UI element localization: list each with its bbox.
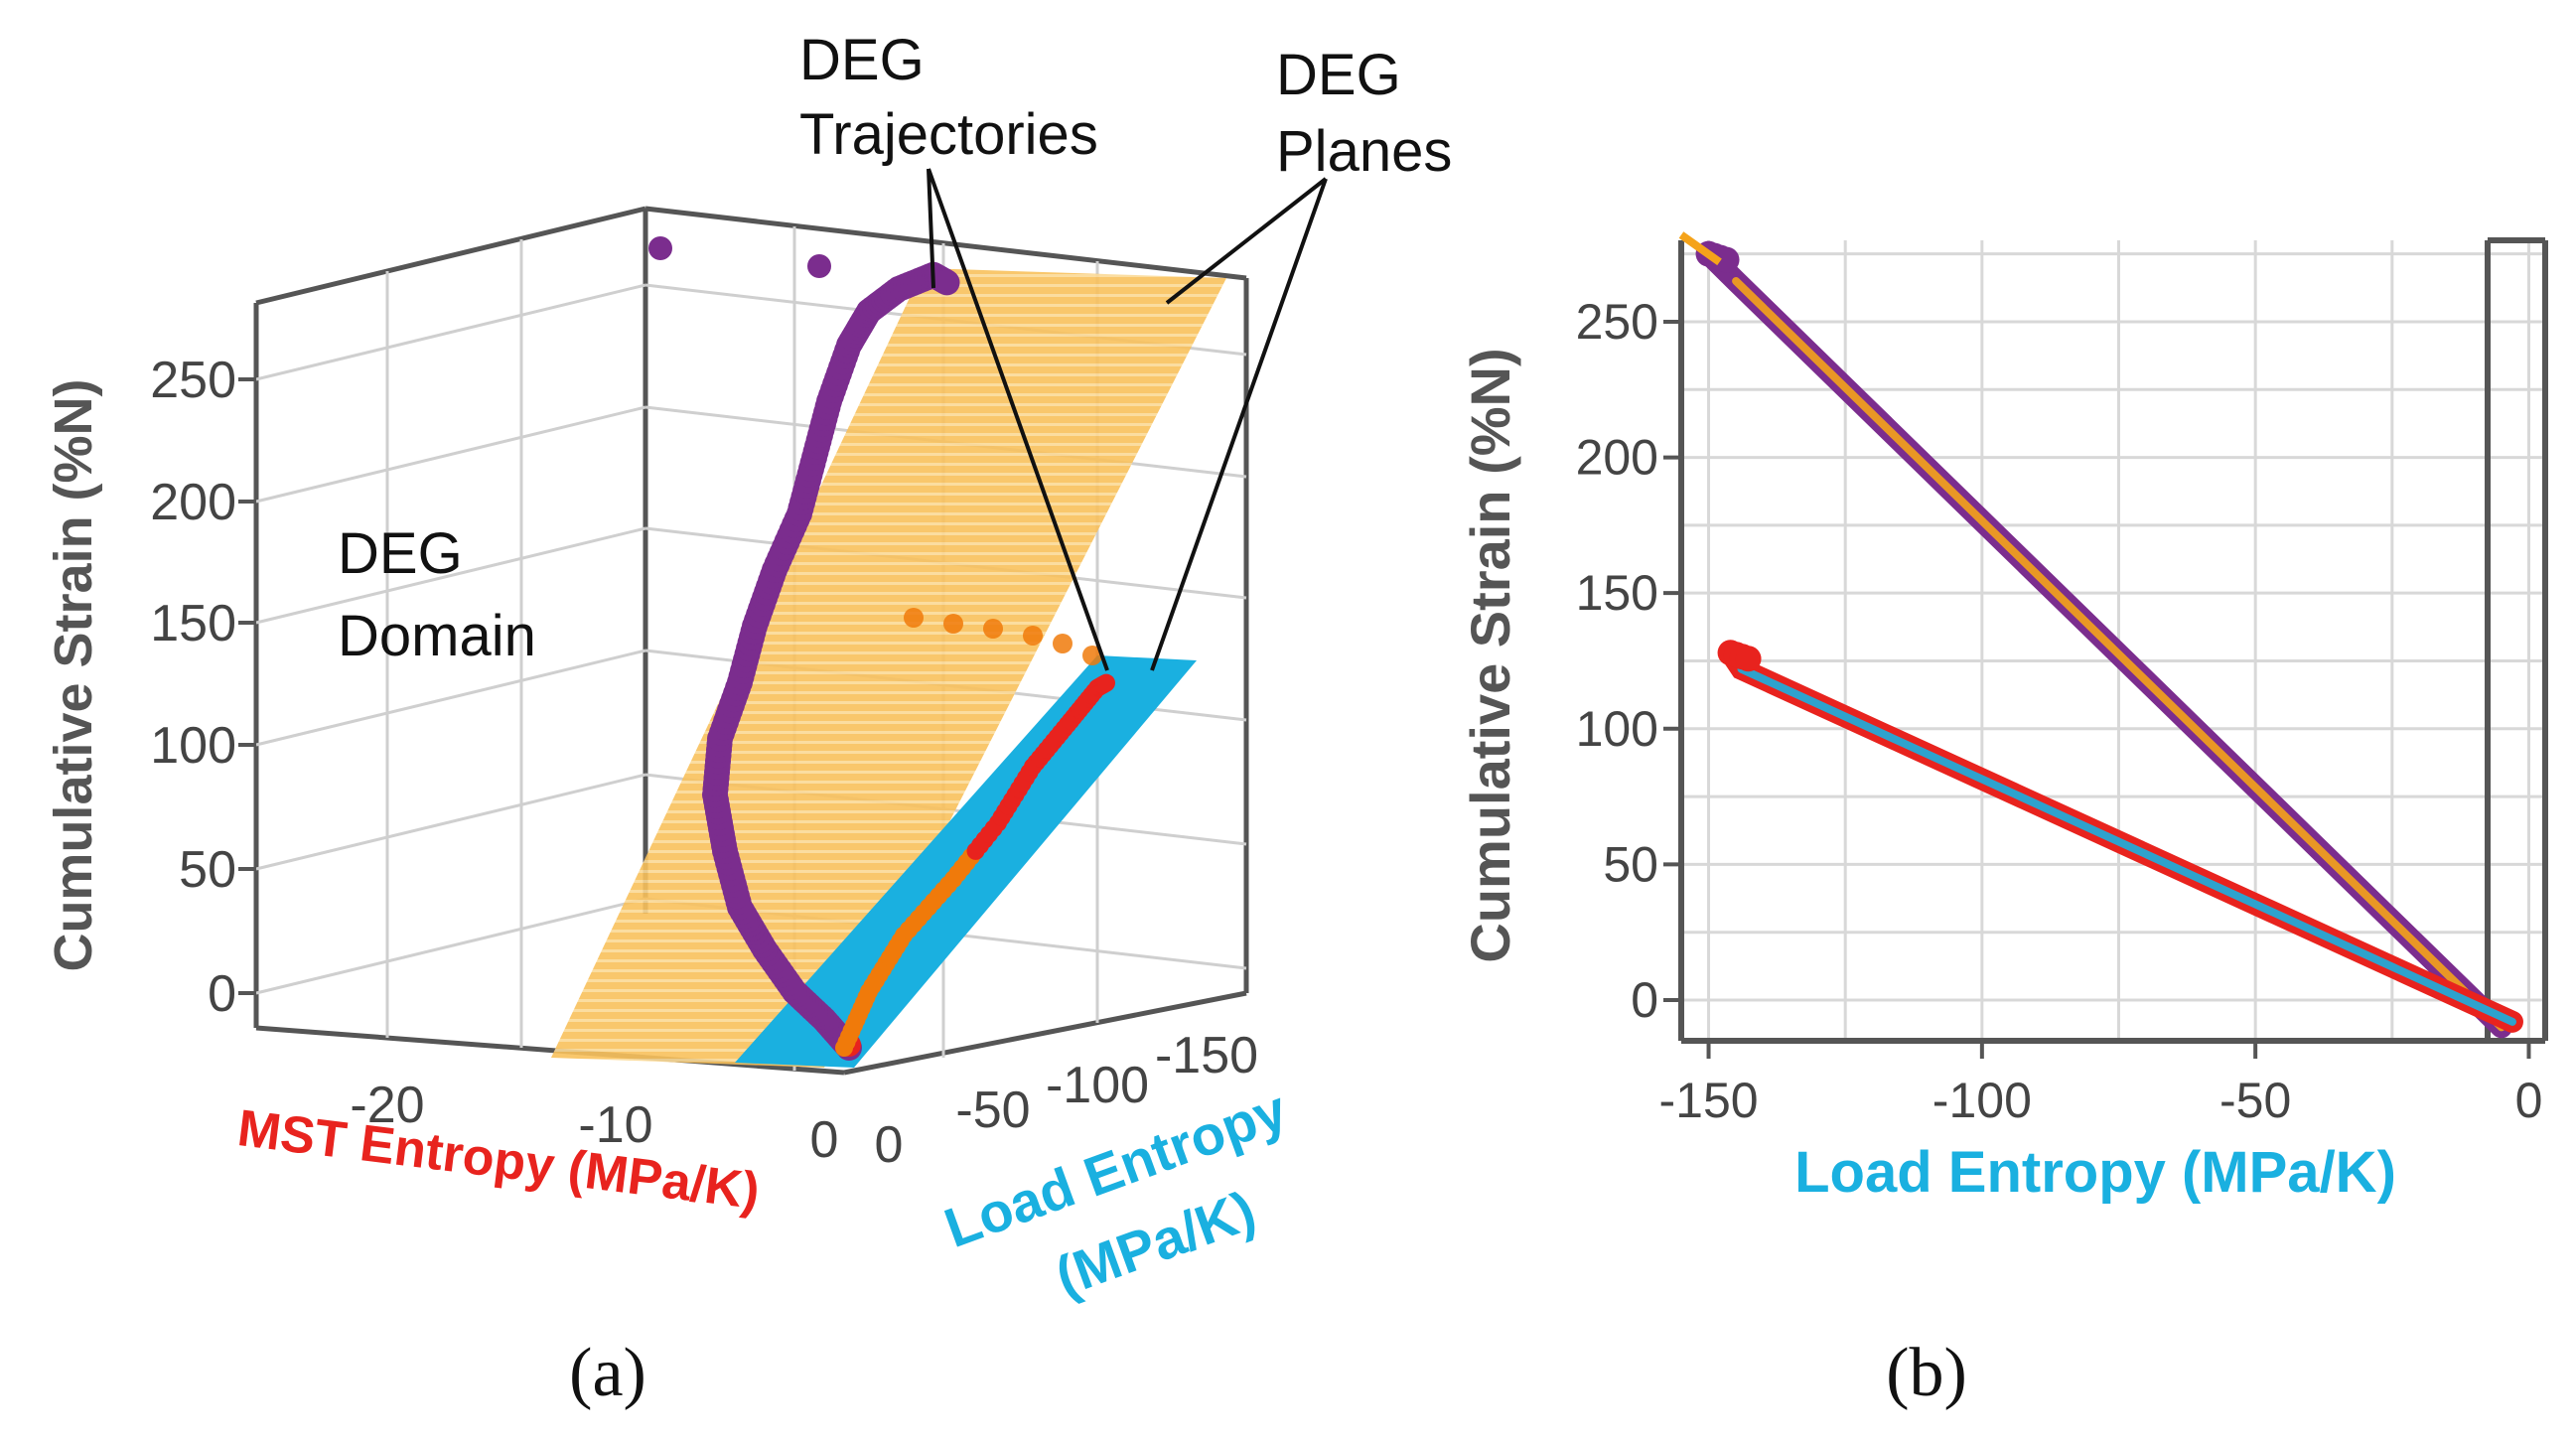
panel-a-z-ticks: 0 50 100 150 200 250 [150, 352, 256, 1023]
panel-a-x-axis-title: MST Entropy (MPa/K) [234, 1099, 763, 1221]
z-tick-label: 250 [150, 352, 236, 409]
red-trajectory [835, 608, 1115, 1057]
b-series-point [1713, 246, 1740, 273]
x-tick-label: -10 [578, 1096, 652, 1154]
z-tick-label: 200 [150, 474, 236, 531]
b-x-tick-label: -150 [1658, 1073, 1758, 1128]
panel-a-y-ticks: 0 -50 -100-150 [875, 1027, 1259, 1174]
orange-trail-point [1053, 634, 1073, 653]
panel-a-x-ticks: -20 -10 0 [350, 1077, 838, 1169]
panel-a-box [253, 206, 1249, 1076]
annotation-planes-line1: DEG [1276, 43, 1401, 107]
panel-b-2d-plot: 0 50 100 150 200 250 -150 -100 -50 0 Cumulative … [1459, 231, 2548, 1411]
panel-b-x-ticks: -150 -100 -50 0 [1658, 1041, 2542, 1128]
annotation-trajectories-line2: Trajectories [799, 102, 1098, 167]
orange-trail-point [904, 608, 924, 628]
z-tick-label: 100 [150, 717, 236, 775]
orange-trail-point [1082, 646, 1102, 665]
purple-point [807, 254, 831, 278]
deg-domain-label-line2: Domain [338, 604, 536, 668]
panel-b-series [1678, 231, 2523, 1039]
purple-trajectory [648, 236, 960, 1061]
y-tick-label: -100 [1046, 1057, 1149, 1114]
x-tick-label: 0 [810, 1111, 839, 1169]
panel-b-y-axis-title: Cumulative Strain (%N) [1459, 348, 1521, 962]
b-series-highlight [1732, 276, 2505, 1032]
red-trajectory-point [1097, 673, 1115, 692]
b-series-highlight [1737, 664, 2516, 1026]
b-y-tick-label: 100 [1576, 701, 1658, 757]
b-x-tick-label: 0 [2515, 1073, 2543, 1128]
y-tick-label: -50 [955, 1082, 1030, 1139]
panel-b-y-ticks: 0 50 100 150 200 250 [1576, 294, 1681, 1028]
panel-b-label: (b) [1886, 1335, 1967, 1411]
b-orange-guide [1678, 231, 1722, 266]
annotation-leader-lines [927, 168, 1328, 671]
b-x-tick-label: -50 [2219, 1073, 2291, 1128]
annotation-trajectories-line1: DEG [799, 28, 925, 92]
z-tick-label: 150 [150, 595, 236, 652]
purple-point [933, 269, 960, 296]
annotation-planes-line2: Planes [1276, 119, 1452, 184]
y-tick-label: -150 [1155, 1027, 1258, 1084]
orange-trail-point [943, 614, 963, 634]
b-y-tick-label: 150 [1576, 565, 1658, 621]
panel-a-label: (a) [569, 1335, 646, 1411]
b-x-tick-label: -100 [1932, 1073, 2032, 1128]
deg-domain-label-line1: DEG [338, 521, 463, 586]
b-series-point [1735, 646, 1762, 672]
b-y-tick-label: 0 [1631, 972, 1658, 1028]
panel-b-frame [1678, 237, 2548, 1044]
z-tick-label: 0 [208, 965, 236, 1023]
b-y-tick-label: 50 [1603, 836, 1658, 892]
panel-b-x-axis-title: Load Entropy (MPa/K) [1794, 1140, 2396, 1205]
purple-point [648, 236, 672, 260]
orange-trail-point [983, 619, 1003, 639]
orange-trail-point [1023, 626, 1043, 646]
y-tick-label: 0 [875, 1116, 904, 1174]
z-tick-label: 50 [179, 841, 236, 899]
x-tick-label: -20 [350, 1077, 424, 1134]
b-y-tick-label: 200 [1576, 430, 1658, 486]
b-y-tick-label: 250 [1576, 294, 1658, 350]
panel-a-z-axis-title: Cumulative Strain (%N) [44, 378, 103, 971]
